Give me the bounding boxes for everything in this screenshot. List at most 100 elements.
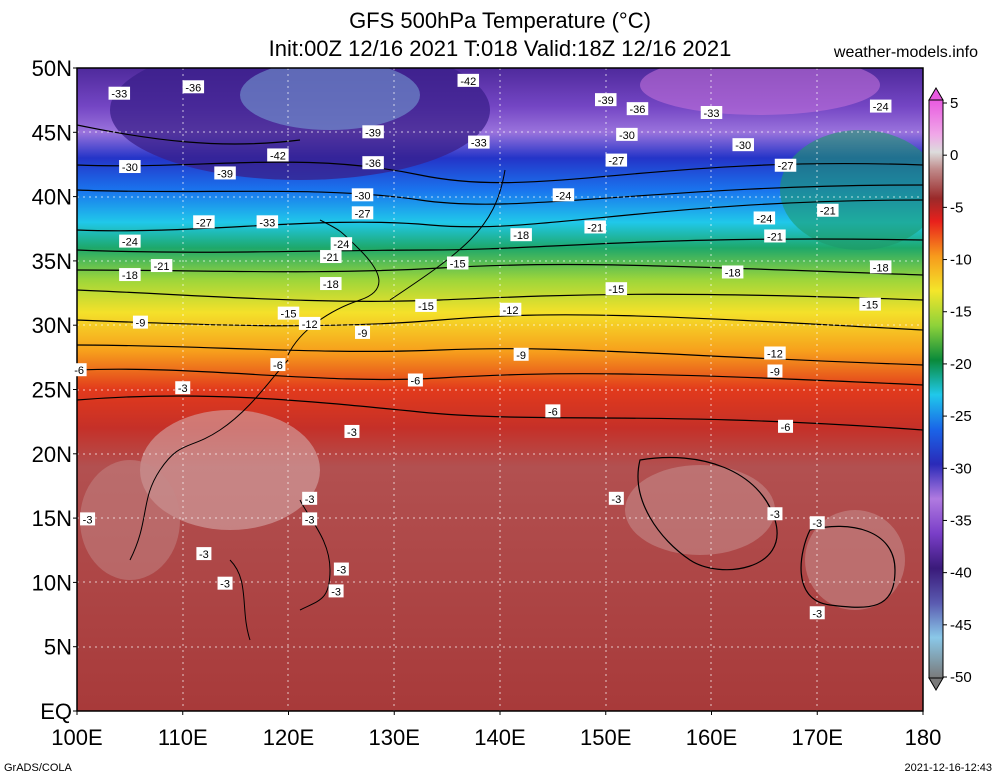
contour-label: -30 bbox=[351, 188, 374, 202]
svg-text:-18: -18 bbox=[873, 262, 889, 274]
contour-label: -15 bbox=[446, 256, 469, 270]
svg-text:-21: -21 bbox=[767, 231, 783, 243]
svg-text:-30: -30 bbox=[619, 130, 635, 142]
contour-label: -6 bbox=[778, 419, 794, 434]
svg-text:-3: -3 bbox=[611, 494, 621, 506]
colorbar-label: -15 bbox=[950, 304, 972, 321]
contour-label: -30 bbox=[119, 160, 141, 174]
contour-label: -27 bbox=[193, 215, 215, 229]
colorbar-label: -5 bbox=[950, 199, 963, 216]
contour-label: -9 bbox=[767, 364, 783, 378]
colorbar-label: 5 bbox=[950, 95, 958, 112]
svg-text:-39: -39 bbox=[598, 95, 614, 107]
colorbar-label: -35 bbox=[950, 512, 972, 529]
contour-label: -27 bbox=[351, 206, 374, 220]
svg-text:-27: -27 bbox=[355, 208, 371, 220]
svg-text:-9: -9 bbox=[770, 366, 780, 378]
svg-text:-12: -12 bbox=[767, 348, 783, 360]
svg-text:-30: -30 bbox=[735, 140, 751, 152]
contour-label: -39 bbox=[362, 125, 384, 139]
lon-label: 160E bbox=[686, 725, 737, 750]
lat-label: 5N bbox=[44, 635, 72, 660]
contour-label: -15 bbox=[277, 306, 300, 321]
contour-label: -9 bbox=[132, 315, 148, 330]
svg-text:-27: -27 bbox=[608, 156, 624, 168]
contour-label: -24 bbox=[869, 99, 892, 114]
svg-text:-39: -39 bbox=[365, 127, 381, 139]
lat-label: 15N bbox=[32, 506, 72, 531]
svg-text:-30: -30 bbox=[122, 162, 138, 174]
svg-text:-36: -36 bbox=[185, 82, 201, 94]
contour-label: -42 bbox=[267, 148, 289, 162]
svg-text:-33: -33 bbox=[471, 138, 487, 150]
lat-label: 20N bbox=[32, 442, 72, 467]
contour-label: -42 bbox=[457, 73, 480, 88]
svg-text:-3: -3 bbox=[220, 579, 230, 591]
colorbar-labels: 5 0 -5 -10 -15 -20 -25 -30 -35 -40 -45 -50 bbox=[943, 95, 972, 686]
svg-text:-15: -15 bbox=[450, 258, 466, 270]
contour-label: -3 bbox=[217, 576, 233, 591]
contour-label: -3 bbox=[333, 562, 349, 577]
svg-text:-33: -33 bbox=[111, 89, 127, 101]
svg-text:-15: -15 bbox=[418, 301, 434, 313]
contour-label: -24 bbox=[330, 237, 353, 251]
svg-text:-3: -3 bbox=[178, 383, 188, 395]
lon-label: 100E bbox=[51, 725, 102, 750]
svg-text:-3: -3 bbox=[812, 518, 822, 530]
svg-text:-6: -6 bbox=[781, 422, 791, 434]
contour-label: -9 bbox=[355, 325, 371, 340]
contour-label: -3 bbox=[809, 516, 825, 530]
colorbar-label: -10 bbox=[950, 252, 972, 269]
svg-text:-36: -36 bbox=[630, 104, 646, 116]
contour-label: -9 bbox=[513, 347, 529, 362]
svg-text:-3: -3 bbox=[199, 549, 209, 561]
svg-text:-9: -9 bbox=[136, 318, 146, 330]
svg-text:-3: -3 bbox=[347, 427, 357, 439]
contour-label: -30 bbox=[732, 138, 754, 152]
contour-label: -6 bbox=[545, 404, 561, 418]
lon-label: 150E bbox=[580, 725, 631, 750]
contour-label: -21 bbox=[584, 220, 606, 234]
svg-text:-15: -15 bbox=[281, 309, 297, 321]
contour-label: -15 bbox=[859, 297, 881, 312]
svg-text:-3: -3 bbox=[305, 494, 315, 506]
timestamp-text: 2021-12-16-12:43 bbox=[904, 762, 992, 774]
lon-label: 180 bbox=[905, 725, 942, 750]
contour-label: -21 bbox=[150, 259, 173, 273]
lat-label: 45N bbox=[32, 120, 72, 145]
svg-text:-39: -39 bbox=[217, 168, 233, 180]
contour-labels: -33 -36 -42 -39 -36 -33 -24 -39 -33 -30 -30 -42 -36 -… bbox=[71, 73, 892, 620]
map-title: GFS 500hPa Temperature (°C) bbox=[349, 8, 651, 33]
svg-text:-9: -9 bbox=[516, 350, 526, 362]
svg-text:-24: -24 bbox=[756, 213, 772, 225]
lat-label: 30N bbox=[32, 313, 72, 338]
svg-text:-3: -3 bbox=[305, 514, 315, 526]
svg-text:-6: -6 bbox=[74, 365, 84, 377]
svg-text:-3: -3 bbox=[336, 565, 346, 577]
contour-label: -36 bbox=[626, 102, 649, 116]
svg-text:-18: -18 bbox=[725, 267, 741, 279]
contour-label: -21 bbox=[320, 250, 342, 264]
credit-text: GrADS/COLA bbox=[4, 762, 72, 774]
colorbar-label: -25 bbox=[950, 408, 972, 425]
contour-label: -33 bbox=[256, 215, 279, 229]
contour-label: -36 bbox=[182, 80, 205, 94]
graticule bbox=[77, 68, 923, 711]
svg-text:-3: -3 bbox=[83, 514, 93, 526]
svg-text:-24: -24 bbox=[873, 102, 889, 114]
svg-text:-3: -3 bbox=[331, 586, 341, 598]
contour-label: -39 bbox=[595, 93, 617, 107]
svg-text:-18: -18 bbox=[122, 270, 138, 282]
contour-label: -24 bbox=[119, 234, 141, 249]
svg-text:-15: -15 bbox=[608, 284, 624, 296]
lat-label: 35N bbox=[32, 249, 72, 274]
contour-label: -21 bbox=[764, 229, 786, 243]
colorbar: 5 0 -5 -10 -15 -20 -25 -30 -35 -40 -45 -50 bbox=[928, 87, 972, 691]
svg-text:-3: -3 bbox=[812, 608, 822, 620]
lat-label: 10N bbox=[32, 570, 72, 595]
lon-label: 130E bbox=[369, 725, 420, 750]
lat-label: 25N bbox=[32, 378, 72, 403]
contour-label: -3 bbox=[344, 424, 360, 439]
contour-label: -6 bbox=[407, 373, 423, 387]
